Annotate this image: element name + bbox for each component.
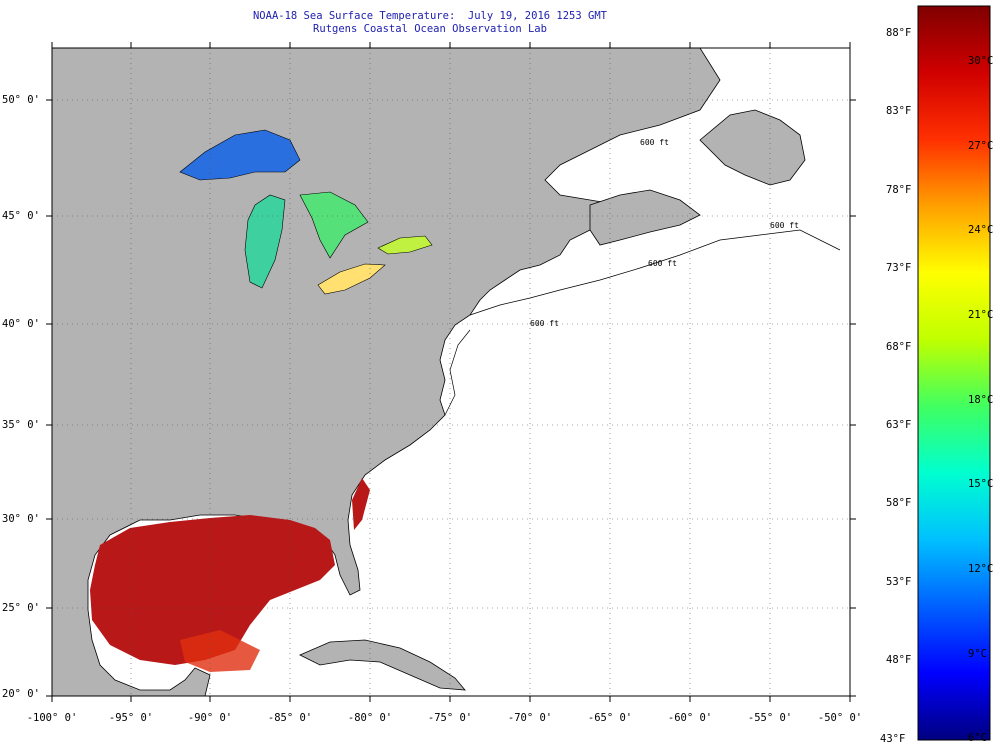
map-subtitle: Rutgens Coastal Ocean Observation Lab <box>313 23 547 35</box>
colorbar-f-label: 83°F <box>886 105 912 117</box>
lake-erie <box>317 263 386 295</box>
latitude-label: 35° 0' <box>2 419 40 431</box>
latitude-label: 25° 0' <box>2 602 40 614</box>
florida-east-sst <box>352 478 370 530</box>
longitude-label: -70° 0' <box>507 712 553 724</box>
lake-huron <box>299 191 369 259</box>
latitude-label: 45° 0' <box>2 210 40 222</box>
lake-superior <box>179 129 301 181</box>
frame-ticks <box>46 42 856 702</box>
lake-ontario <box>377 235 433 255</box>
shelf-outline <box>469 229 841 316</box>
map-frame <box>51 47 851 697</box>
longitude-label: -80° 0' <box>347 712 393 724</box>
isobath-label: 600 ft <box>648 259 677 268</box>
colorbar <box>917 5 991 741</box>
colorbar-f-label: 43°F <box>880 733 906 745</box>
colorbar-f-label: 48°F <box>886 654 912 666</box>
latitude-label: 50° 0' <box>2 94 40 106</box>
colorbar-f-label: 73°F <box>886 262 912 274</box>
colorbar-f-label: 88°F <box>886 27 912 39</box>
colorbar-c-label: 12°C <box>968 563 994 575</box>
colorbar-f-label: 78°F <box>886 184 912 196</box>
latitude-label: 20° 0' <box>2 688 40 700</box>
longitude-label: -95° 0' <box>108 712 154 724</box>
colorbar-c-label: 30°C <box>968 55 994 67</box>
colorbar-c-label: 24°C <box>968 224 994 236</box>
map-title: NOAA-18 Sea Surface Temperature: July 19… <box>252 10 607 22</box>
shelf-outline-south <box>444 329 471 416</box>
longitude-label: -85° 0' <box>267 712 313 724</box>
latitude-label: 30° 0' <box>2 513 40 525</box>
longitude-label: -100° 0' <box>26 712 78 724</box>
longitude-label: -60° 0' <box>667 712 713 724</box>
gulf-sst-region <box>90 515 335 665</box>
colorbar-f-label: 53°F <box>886 576 912 588</box>
longitude-label: -75° 0' <box>427 712 473 724</box>
nova-scotia-land <box>589 189 701 246</box>
colorbar-c-label: 9°C <box>968 648 987 660</box>
longitude-label: -65° 0' <box>587 712 633 724</box>
isobath-label: 600 ft <box>640 138 669 147</box>
colorbar-c-label: 15°C <box>968 478 994 490</box>
colorbar-c-label: 18°C <box>968 394 994 406</box>
longitude-label: -90° 0' <box>187 712 233 724</box>
longitude-label: -50° 0' <box>817 712 863 724</box>
lake-michigan <box>244 194 286 289</box>
colorbar-f-label: 63°F <box>886 419 912 431</box>
gulf-sst-patch <box>180 630 260 672</box>
cuba-land <box>299 639 466 691</box>
isobath-label: 600 ft <box>770 221 799 230</box>
colorbar-c-label: 21°C <box>968 309 994 321</box>
map-content <box>52 48 850 696</box>
isobath-label: 600 ft <box>530 319 559 328</box>
colorbar-f-label: 58°F <box>886 497 912 509</box>
latitude-label: 40° 0' <box>2 318 40 330</box>
newfoundland-land <box>699 109 806 186</box>
longitude-label: -55° 0' <box>747 712 793 724</box>
colorbar-c-label: 6°C <box>968 732 987 744</box>
colorbar-c-label: 27°C <box>968 140 994 152</box>
graticule <box>52 48 850 696</box>
colorbar-f-label: 68°F <box>886 341 912 353</box>
